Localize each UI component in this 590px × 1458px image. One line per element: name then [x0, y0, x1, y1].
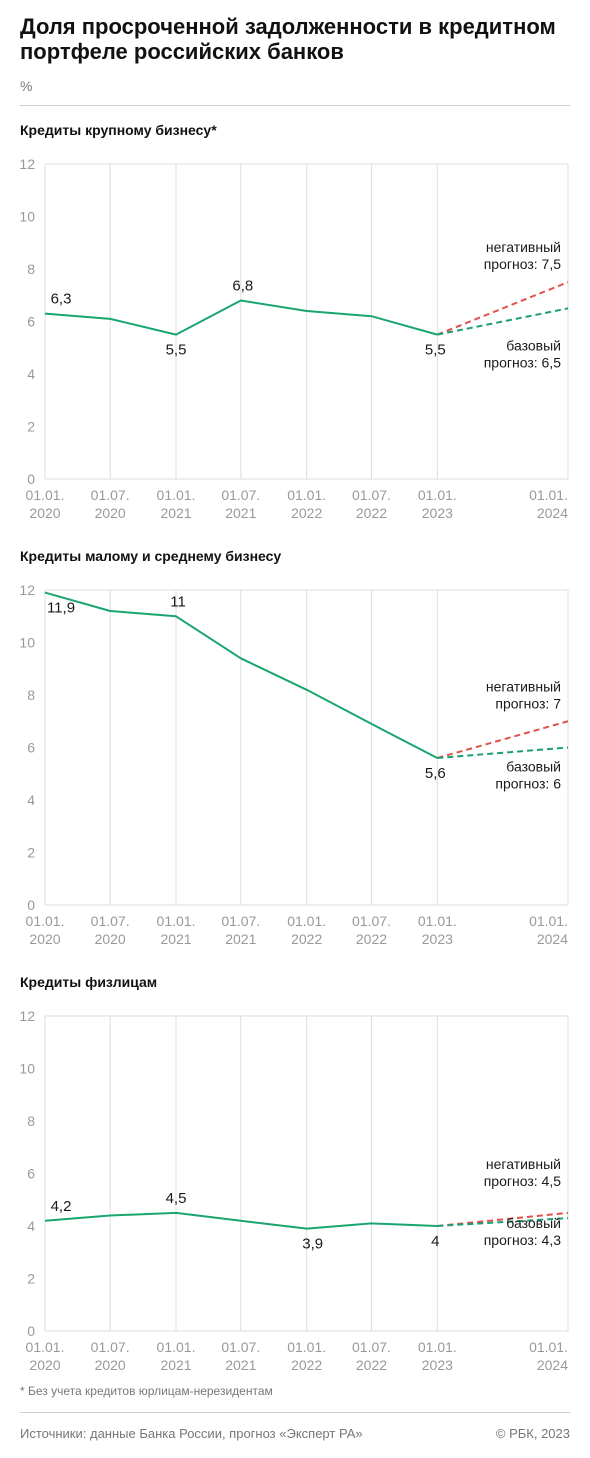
data-label: 6,8 — [232, 278, 253, 295]
y-tick-label: 8 — [27, 261, 35, 277]
data-label: 4,2 — [51, 1198, 72, 1215]
forecast-label-negative: негативный прогноз: 7,5 — [484, 239, 561, 272]
x-tick-label: 01.01. 2021 — [157, 1339, 196, 1372]
data-label: 3,9 — [302, 1236, 323, 1253]
y-tick-label: 8 — [27, 1113, 35, 1129]
data-label: 5,6 — [425, 765, 446, 782]
x-tick-label: 01.07. 2022 — [352, 1339, 391, 1372]
data-label: 11,9 — [47, 600, 75, 617]
forecast-label-base: базовый прогноз: 4,3 — [484, 1215, 561, 1248]
forecast-label-negative: негативный прогноз: 4,5 — [484, 1156, 561, 1189]
x-tick-label: 01.01. 2022 — [287, 1339, 326, 1372]
x-tick-label: 01.01. 2024 — [529, 1339, 568, 1372]
x-tick-label: 01.07. 2021 — [221, 1339, 260, 1372]
x-tick-label: 01.01. 2024 — [529, 487, 568, 520]
y-tick-label: 4 — [27, 1218, 35, 1234]
x-tick-label: 01.07. 2022 — [352, 487, 391, 520]
y-tick-label: 12 — [19, 582, 35, 598]
footer-divider — [20, 1412, 570, 1413]
forecast-line-base — [437, 1217, 569, 1227]
data-label: 4 — [431, 1233, 439, 1250]
panel-title-sme: Кредиты малому и среднему бизнесу — [20, 548, 282, 564]
data-label: 11 — [170, 593, 186, 610]
x-tick-label: 01.01. 2024 — [529, 913, 568, 946]
x-tick-label: 01.01. 2020 — [26, 487, 65, 520]
x-tick-label: 01.01. 2021 — [157, 913, 196, 946]
y-tick-label: 6 — [27, 740, 35, 756]
forecast-line-base — [437, 746, 569, 759]
y-tick-label: 6 — [27, 314, 35, 330]
data-label: 5,5 — [425, 342, 446, 359]
y-tick-label: 4 — [27, 366, 35, 382]
copyright: © РБК, 2023 — [495, 1426, 570, 1441]
x-tick-label: 01.07. 2021 — [221, 487, 260, 520]
x-tick-label: 01.07. 2022 — [352, 913, 391, 946]
title-divider — [20, 105, 570, 106]
y-tick-label: 0 — [27, 897, 35, 913]
y-tick-label: 2 — [27, 845, 35, 861]
x-tick-label: 01.01. 2023 — [418, 487, 457, 520]
footnote: * Без учета кредитов юрлицам-нерезидента… — [20, 1384, 273, 1398]
chart-sme: 0 2 4 6 8 10 12 01.01. 2020 01.07. 2020 01.01. 2021 0… — [19, 582, 569, 946]
y-tick-label: 0 — [27, 1323, 35, 1339]
x-tick-label: 01.07. 2021 — [221, 913, 260, 946]
y-tick-label: 12 — [19, 1008, 35, 1024]
forecast-line-negative — [436, 281, 569, 336]
forecast-line-base — [437, 307, 569, 336]
unit-label: % — [20, 78, 33, 94]
y-tick-label: 8 — [27, 687, 35, 703]
x-tick-label: 01.07. 2020 — [91, 913, 130, 946]
x-tick-label: 01.01. 2021 — [157, 487, 196, 520]
panel-title-individuals: Кредиты физлицам — [20, 974, 158, 990]
y-tick-label: 2 — [27, 1271, 35, 1287]
x-tick-label: 01.07. 2020 — [91, 487, 130, 520]
chart-large-business: 0 2 4 6 8 10 12 01.01. 2020 01.07. 2020 01.01. 2021 0… — [19, 156, 569, 520]
data-label: 5,5 — [166, 342, 187, 359]
y-tick-label: 10 — [19, 1061, 35, 1077]
panel-title-large-business: Кредиты крупному бизнесу* — [20, 122, 217, 138]
y-tick-label: 6 — [27, 1166, 35, 1182]
forecast-label-base: базовый прогноз: 6,5 — [484, 337, 561, 370]
forecast-label-base: базовый прогноз: 6 — [495, 759, 561, 792]
y-tick-label: 0 — [27, 471, 35, 487]
y-tick-label: 10 — [19, 209, 35, 225]
x-tick-label: 01.01. 2023 — [418, 1339, 457, 1372]
x-tick-label: 01.01. 2022 — [287, 487, 326, 520]
data-label: 4,5 — [166, 1190, 187, 1207]
chart-individuals: 0 2 4 6 8 10 12 01.01. 2020 01.07. 2020 01.01. 2021 0… — [19, 1008, 569, 1372]
y-tick-label: 12 — [19, 156, 35, 172]
x-tick-label: 01.01. 2022 — [287, 913, 326, 946]
chart-title: Доля просроченной задолженности в кредит… — [20, 14, 556, 64]
x-tick-label: 01.01. 2020 — [26, 1339, 65, 1372]
y-tick-label: 4 — [27, 792, 35, 808]
y-tick-label: 2 — [27, 419, 35, 435]
x-tick-label: 01.01. 2020 — [26, 913, 65, 946]
source-note: Источники: данные Банка России, прогноз … — [20, 1426, 363, 1441]
forecast-label-negative: негативный прогноз: 7 — [486, 678, 561, 711]
x-tick-label: 01.07. 2020 — [91, 1339, 130, 1372]
data-label: 6,3 — [51, 291, 72, 308]
y-tick-label: 10 — [19, 635, 35, 651]
forecast-line-negative — [437, 720, 569, 759]
x-tick-label: 01.01. 2023 — [418, 913, 457, 946]
